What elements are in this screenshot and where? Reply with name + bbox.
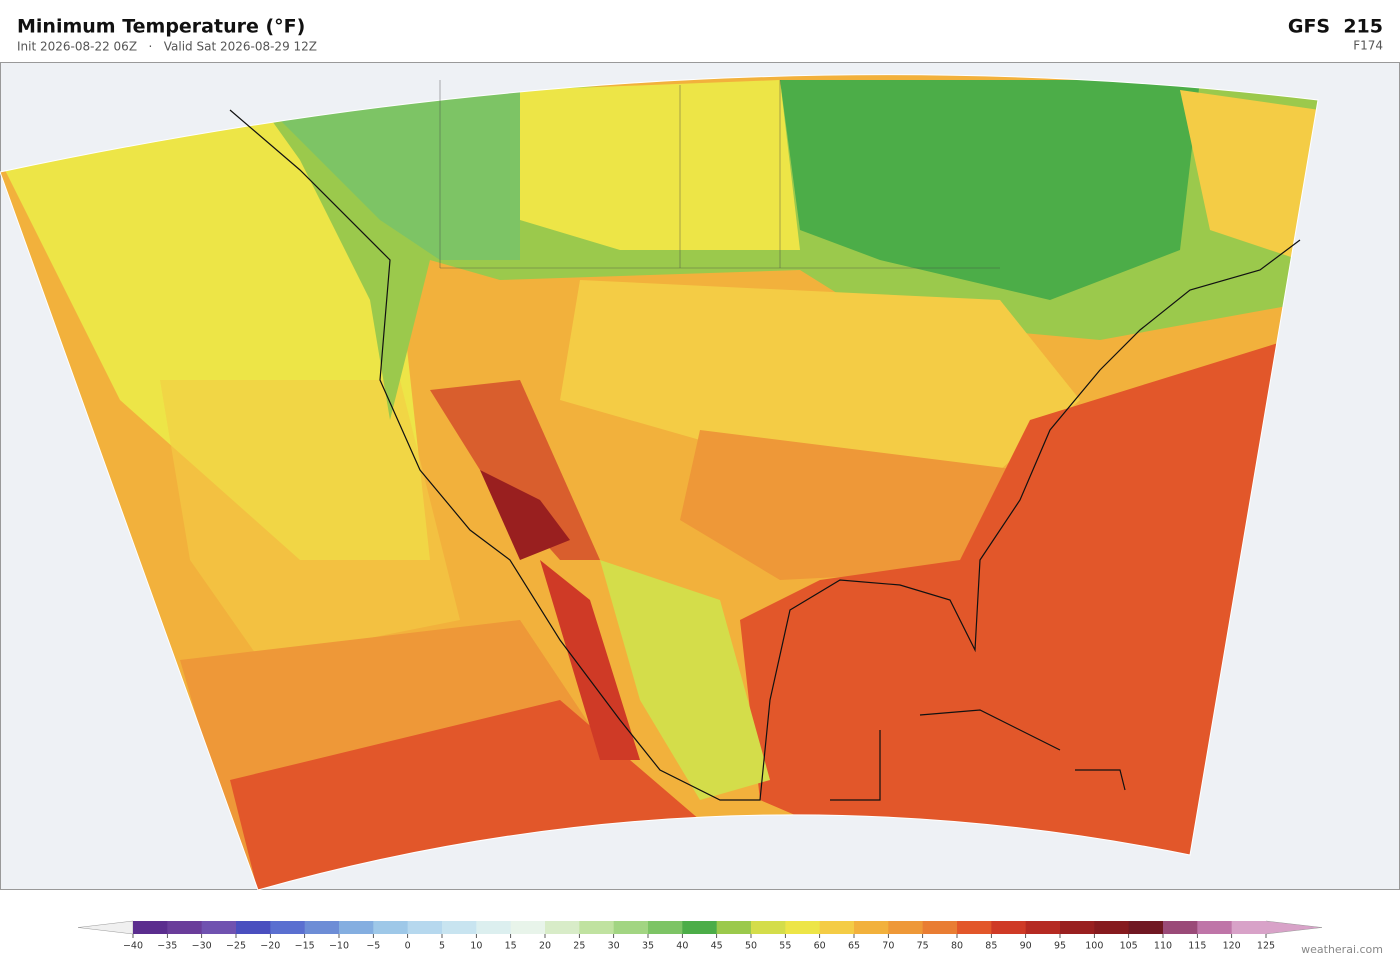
colorbar-tick-label: 100 — [1085, 941, 1103, 952]
colorbar-tick-label: 40 — [676, 941, 688, 952]
colorbar-segment — [133, 921, 168, 934]
colorbar-tick-label: 25 — [573, 941, 585, 952]
colorbar-segment — [270, 921, 306, 934]
colorbar-segment — [819, 921, 855, 934]
colorbar-segment — [167, 921, 203, 934]
title: Minimum Temperature (°F) — [17, 16, 305, 38]
colorbar-segment — [751, 921, 786, 934]
colorbar-tick-label: 5 — [439, 941, 445, 952]
colorbar-tick-label: 35 — [642, 941, 654, 952]
colorbar-segment — [957, 921, 992, 934]
colorbar-tick-label: −25 — [226, 941, 246, 952]
colorbar-tick-label: 110 — [1154, 941, 1172, 952]
colorbar-tick-label: 125 — [1257, 941, 1275, 952]
colorbar-segment — [339, 921, 374, 934]
colorbar-tick-label: 105 — [1120, 941, 1138, 952]
colorbar-segment — [922, 921, 958, 934]
colorbar-tick-label: 60 — [814, 941, 826, 952]
colorbar-segment — [888, 921, 924, 934]
colorbar-segment — [373, 921, 409, 934]
colorbar-tick-label: −10 — [329, 941, 349, 952]
colorbar-segment — [1060, 921, 1095, 934]
colorbar-tick-label: −30 — [192, 941, 212, 952]
colorbar-tick-label: 80 — [951, 941, 963, 952]
colorbar-segment — [1094, 921, 1130, 934]
colorbar-tick-label: −15 — [295, 941, 315, 952]
colorbar-tick-label: 65 — [848, 941, 860, 952]
colorbar-over — [1265, 920, 1323, 935]
colorbar-tick-label: −40 — [123, 941, 143, 952]
colorbar-segment — [1197, 921, 1233, 934]
model: GFS 215 — [1288, 16, 1383, 38]
colorbar-segment — [785, 921, 821, 934]
colorbar-segment — [991, 921, 1027, 934]
colorbar-tick-label: −5 — [366, 941, 380, 952]
colorbar-segment — [545, 921, 580, 934]
colorbar-tick-label: 15 — [505, 941, 517, 952]
subtitle: Init 2026-08-22 06Z · Valid Sat 2026-08-… — [17, 40, 317, 54]
colorbar-tick-label: 50 — [745, 941, 757, 952]
credit: weatherai.com — [1301, 943, 1383, 956]
colorbar-segment — [304, 921, 340, 934]
colorbar-tick-label: 20 — [539, 941, 551, 952]
colorbar: −40 −35 −30 −25 −20 −15 −10 −5 0 5 10 15 20 25 30 35 40 4… — [77, 920, 1323, 952]
colorbar-tick-label: −35 — [157, 941, 177, 952]
colorbar-tick-label: 70 — [882, 941, 894, 952]
map — [0, 62, 1400, 891]
colorbar-tick-label: 55 — [779, 941, 791, 952]
colorbar-segment — [201, 921, 237, 934]
colorbar-segment — [1128, 921, 1164, 934]
colorbar-tick-label: 0 — [405, 941, 411, 952]
colorbar-tick-label: 30 — [608, 941, 620, 952]
colorbar-tick-label: 85 — [985, 941, 997, 952]
colorbar-segment — [854, 921, 889, 934]
colorbar-segment — [716, 921, 752, 934]
colorbar-tick-label: 10 — [470, 941, 482, 952]
colorbar-segment — [476, 921, 512, 934]
colorbar-segment — [510, 921, 546, 934]
colorbar-segment — [1163, 921, 1198, 934]
colorbar-tick-label: −20 — [260, 941, 280, 952]
colorbar-segment — [236, 921, 271, 934]
colorbar-segment — [1025, 921, 1061, 934]
colorbar-tick-label: 115 — [1188, 941, 1206, 952]
colorbar-segment — [1231, 921, 1267, 934]
colorbar-tick-label: 75 — [917, 941, 929, 952]
colorbar-segment — [442, 921, 477, 934]
colorbar-segment — [648, 921, 683, 934]
colorbar-segment — [682, 921, 718, 934]
colorbar-segment — [613, 921, 649, 934]
colorbar-segment — [407, 921, 443, 934]
colorbar-tick-label: 95 — [1054, 941, 1066, 952]
forecast-hour: F174 — [1353, 39, 1383, 53]
colorbar-segment — [579, 921, 615, 934]
colorbar-tick-label: 120 — [1223, 941, 1241, 952]
colorbar-under — [77, 920, 134, 935]
colorbar-tick-label: 90 — [1020, 941, 1032, 952]
colorbar-tick-label: 45 — [711, 941, 723, 952]
